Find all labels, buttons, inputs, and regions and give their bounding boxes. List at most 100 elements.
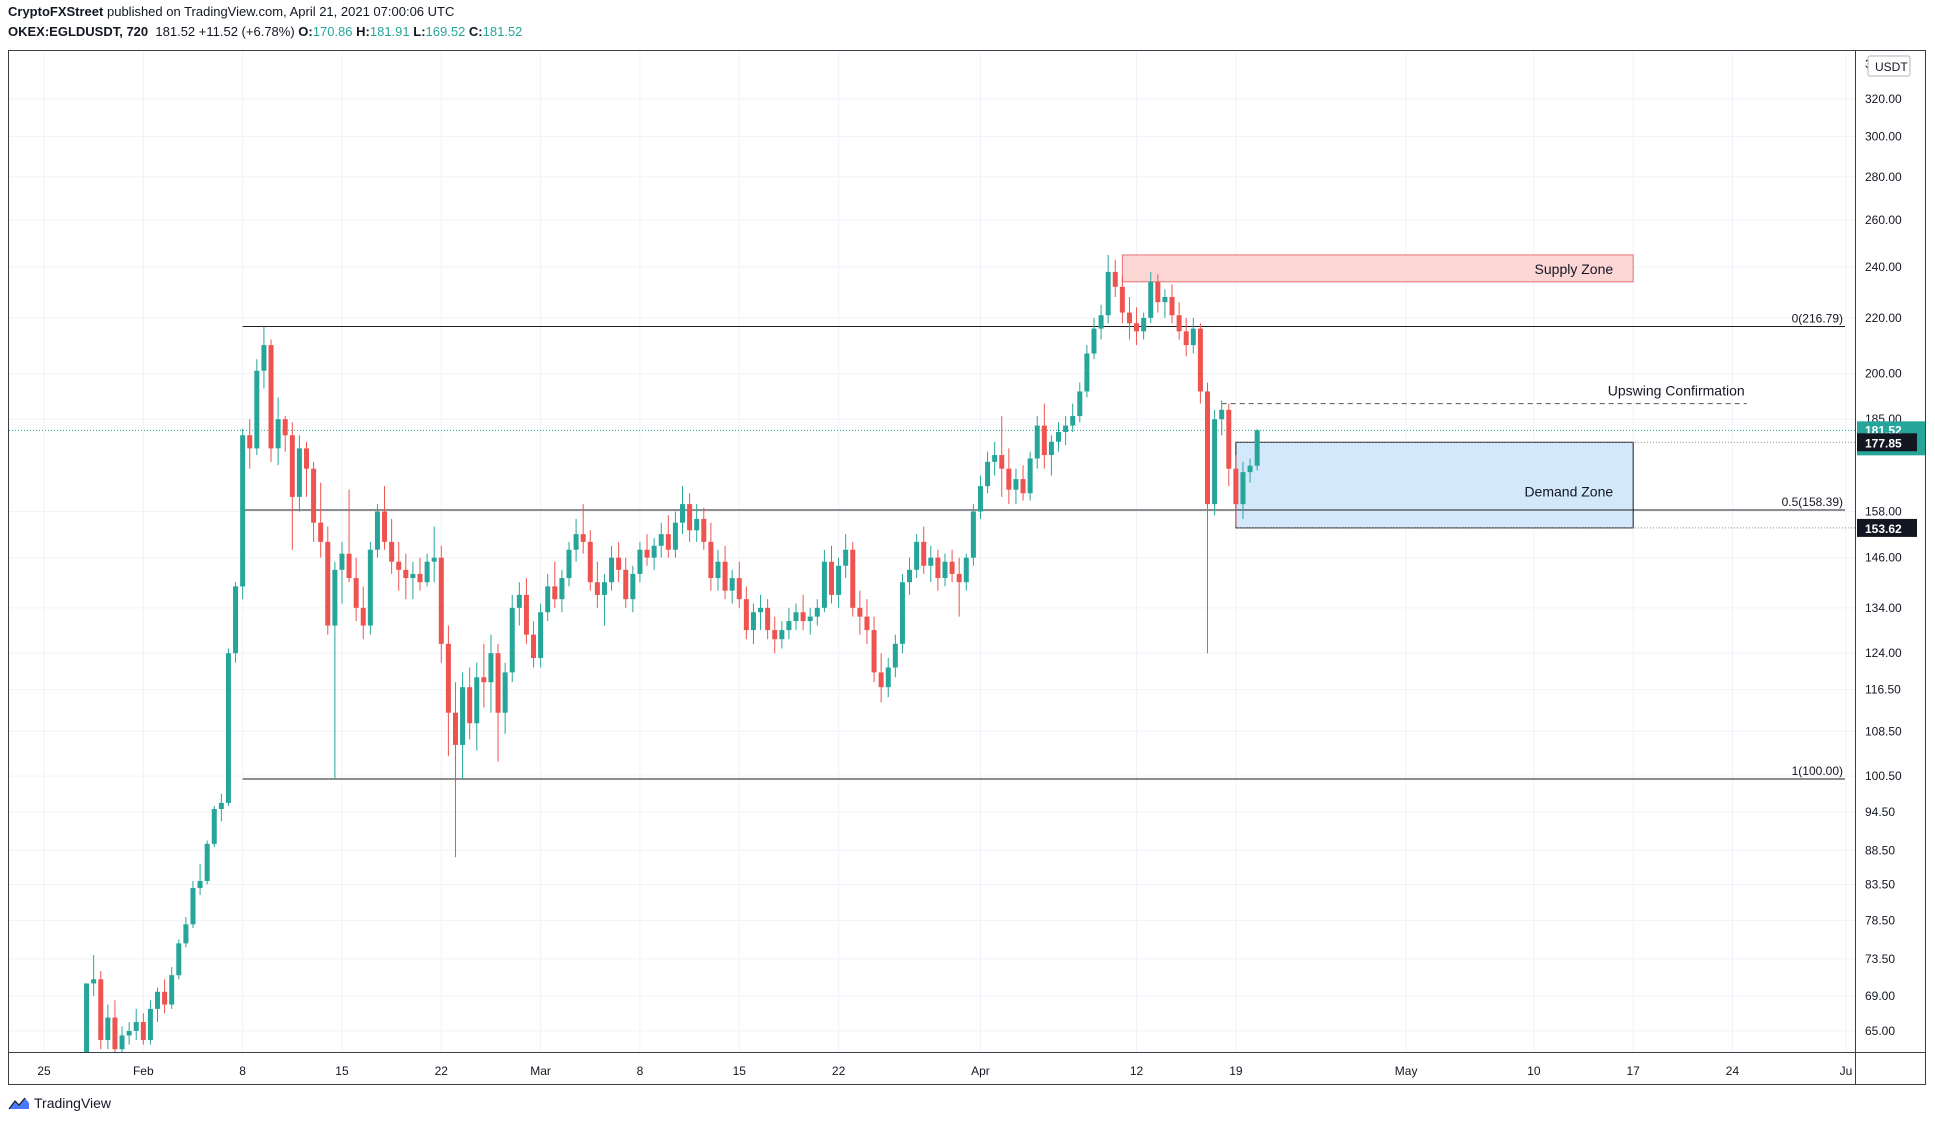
candle-down-body[interactable] bbox=[701, 518, 707, 542]
candle-down-body[interactable] bbox=[1134, 323, 1140, 332]
candle-up-body[interactable] bbox=[1077, 391, 1083, 417]
candle-down-body[interactable] bbox=[1197, 328, 1203, 392]
candle-up-body[interactable] bbox=[928, 557, 934, 566]
candle-up-body[interactable] bbox=[126, 1030, 132, 1036]
candle-down-body[interactable] bbox=[389, 541, 395, 562]
candle-up-body[interactable] bbox=[367, 549, 373, 626]
candle-down-body[interactable] bbox=[523, 594, 529, 635]
candle-up-body[interactable] bbox=[779, 630, 785, 640]
candle-up-body[interactable] bbox=[1013, 479, 1019, 490]
candle-down-body[interactable] bbox=[1204, 391, 1210, 505]
candle-up-body[interactable] bbox=[240, 435, 246, 587]
candle-down-body[interactable] bbox=[587, 541, 593, 583]
candle-down-body[interactable] bbox=[495, 653, 501, 713]
candle-down-body[interactable] bbox=[765, 607, 771, 631]
candle-up-body[interactable] bbox=[218, 802, 224, 809]
candle-down-body[interactable] bbox=[318, 522, 324, 542]
candle-down-body[interactable] bbox=[828, 561, 834, 595]
candle-up-body[interactable] bbox=[488, 653, 494, 683]
candle-up-body[interactable] bbox=[672, 522, 678, 550]
candle-up-body[interactable] bbox=[658, 534, 664, 546]
candle-up-body[interactable] bbox=[942, 561, 948, 579]
candle-up-body[interactable] bbox=[573, 534, 579, 550]
candle-up-body[interactable] bbox=[183, 924, 189, 944]
candle-up-body[interactable] bbox=[197, 880, 203, 888]
candle-up-body[interactable] bbox=[992, 455, 998, 462]
candle-up-body[interactable] bbox=[892, 643, 898, 668]
candle-up-body[interactable] bbox=[155, 991, 161, 1009]
candle-down-body[interactable] bbox=[396, 561, 402, 570]
candle-up-body[interactable] bbox=[680, 504, 686, 523]
candle-up-body[interactable] bbox=[885, 667, 891, 688]
candle-down-body[interactable] bbox=[722, 561, 728, 591]
candle-down-body[interactable] bbox=[1126, 312, 1132, 324]
candle-down-body[interactable] bbox=[112, 1017, 118, 1050]
candle-up-body[interactable] bbox=[431, 557, 437, 562]
candle-down-body[interactable] bbox=[743, 599, 749, 631]
candle-up-body[interactable] bbox=[254, 370, 260, 449]
candle-down-body[interactable] bbox=[935, 557, 941, 579]
candle-up-body[interactable] bbox=[793, 612, 799, 622]
candle-up-body[interactable] bbox=[609, 557, 615, 583]
candle-up-body[interactable] bbox=[169, 975, 175, 1005]
candle-up-body[interactable] bbox=[1063, 425, 1069, 433]
candle-down-body[interactable] bbox=[1041, 425, 1047, 456]
candle-up-body[interactable] bbox=[176, 943, 182, 976]
candle-down-body[interactable] bbox=[382, 511, 388, 542]
candle-up-body[interactable] bbox=[985, 461, 991, 487]
candle-down-body[interactable] bbox=[531, 634, 537, 658]
candle-down-body[interactable] bbox=[956, 573, 962, 583]
candle-down-body[interactable] bbox=[303, 448, 309, 469]
candle-down-body[interactable] bbox=[282, 419, 288, 436]
candle-up-body[interactable] bbox=[516, 594, 522, 608]
candle-down-body[interactable] bbox=[438, 557, 444, 644]
candle-down-body[interactable] bbox=[687, 504, 693, 531]
candle-up-body[interactable] bbox=[977, 486, 983, 512]
candle-up-body[interactable] bbox=[133, 1022, 139, 1031]
candle-up-body[interactable] bbox=[559, 578, 565, 600]
candle-down-body[interactable] bbox=[857, 607, 863, 617]
candle-down-body[interactable] bbox=[949, 561, 955, 574]
candle-down-body[interactable] bbox=[452, 712, 458, 745]
candle-down-body[interactable] bbox=[665, 534, 671, 550]
candle-up-body[interactable] bbox=[1084, 353, 1090, 392]
candle-up-body[interactable] bbox=[814, 607, 820, 617]
candle-up-body[interactable] bbox=[821, 561, 827, 608]
candle-down-body[interactable] bbox=[325, 541, 331, 626]
candle-down-body[interactable] bbox=[1233, 468, 1239, 505]
candle-down-body[interactable] bbox=[594, 582, 600, 595]
candle-up-body[interactable] bbox=[970, 511, 976, 558]
candle-up-body[interactable] bbox=[630, 573, 636, 600]
candle-up-body[interactable] bbox=[1190, 328, 1196, 346]
candle-down-body[interactable] bbox=[353, 578, 359, 608]
candle-up-body[interactable] bbox=[204, 843, 210, 881]
candle-up-body[interactable] bbox=[1141, 317, 1147, 332]
candle-up-body[interactable] bbox=[1105, 271, 1111, 316]
candle-up-body[interactable] bbox=[410, 573, 416, 579]
candle-down-body[interactable] bbox=[247, 435, 253, 449]
candle-up-body[interactable] bbox=[545, 586, 551, 613]
candle-down-body[interactable] bbox=[708, 541, 714, 579]
candle-down-body[interactable] bbox=[1176, 315, 1182, 332]
candle-down-body[interactable] bbox=[140, 1022, 146, 1041]
candle-up-body[interactable] bbox=[836, 565, 842, 595]
candle-down-body[interactable] bbox=[360, 607, 366, 626]
candle-up-body[interactable] bbox=[1034, 425, 1040, 459]
candle-down-body[interactable] bbox=[1226, 409, 1232, 469]
candle-up-body[interactable] bbox=[758, 607, 764, 613]
candle-up-body[interactable] bbox=[261, 345, 267, 371]
candle-down-body[interactable] bbox=[1112, 271, 1118, 287]
candle-up-body[interactable] bbox=[843, 549, 849, 566]
candle-up-body[interactable] bbox=[601, 582, 607, 595]
candle-down-body[interactable] bbox=[999, 455, 1005, 469]
candle-up-body[interactable] bbox=[1091, 328, 1097, 354]
candle-down-body[interactable] bbox=[921, 541, 927, 566]
candle-up-body[interactable] bbox=[474, 677, 480, 724]
candle-up-body[interactable] bbox=[77, 1068, 82, 1073]
candle-down-body[interactable] bbox=[98, 979, 104, 1041]
candle-up-body[interactable] bbox=[807, 616, 813, 622]
candle-up-body[interactable] bbox=[1247, 465, 1253, 473]
candle-down-body[interactable] bbox=[772, 630, 778, 640]
candle-up-body[interactable] bbox=[1027, 458, 1033, 494]
candle-up-body[interactable] bbox=[332, 569, 338, 626]
